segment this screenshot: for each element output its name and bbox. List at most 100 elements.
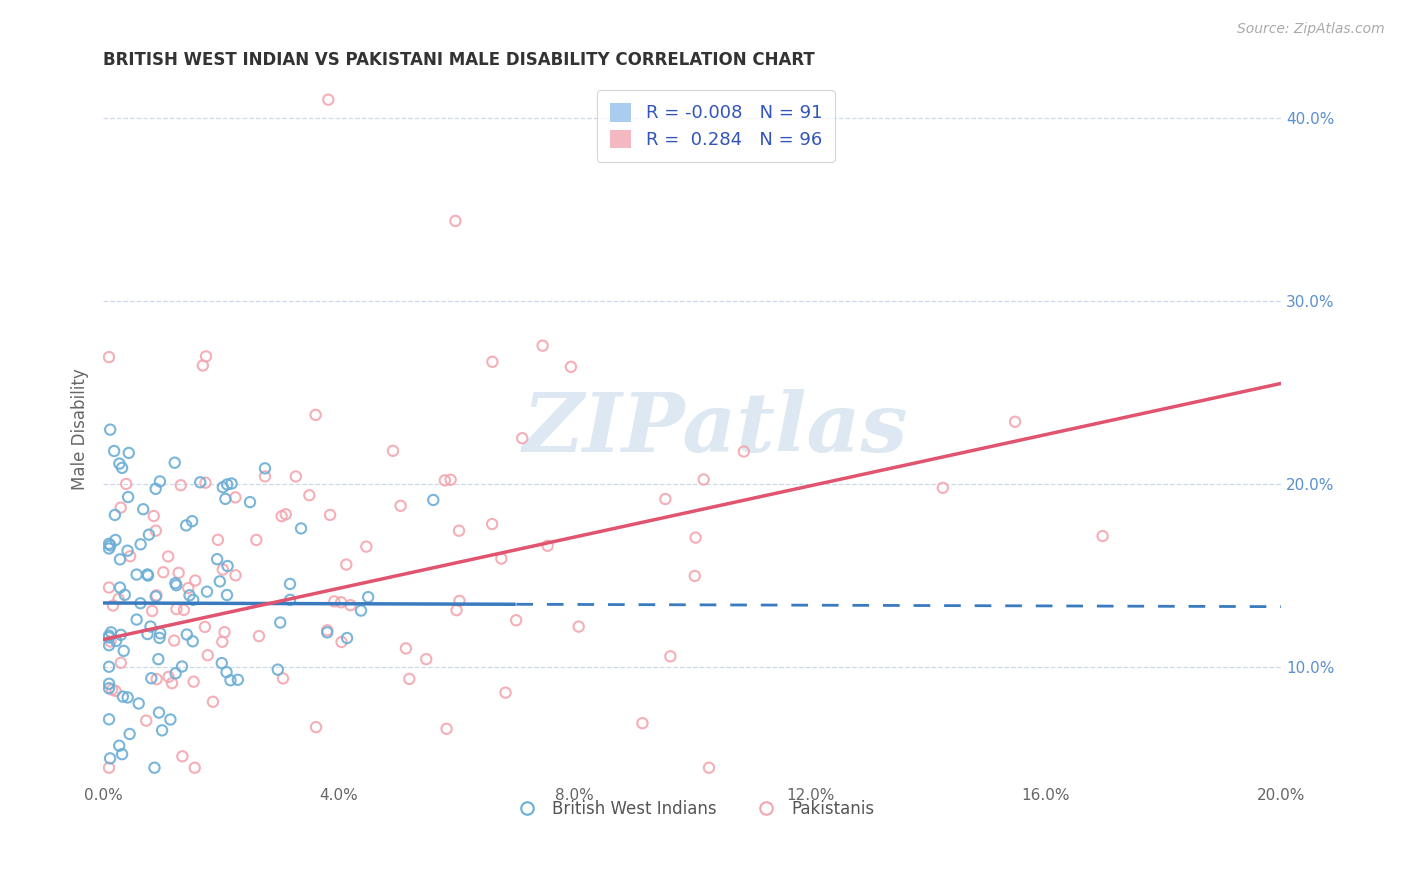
Point — [143, 761, 166, 775]
Point — [108, 457, 131, 471]
Point — [330, 635, 353, 649]
Point — [136, 567, 159, 582]
Text: BRITISH WEST INDIAN VS PAKISTANI MALE DISABILITY CORRELATION CHART: BRITISH WEST INDIAN VS PAKISTANI MALE DI… — [103, 51, 815, 69]
Point — [170, 659, 193, 673]
Point — [531, 339, 554, 353]
Point — [278, 577, 301, 591]
Point — [120, 549, 142, 564]
Point — [1004, 415, 1026, 429]
Legend: British West Indians, Pakistanis: British West Indians, Pakistanis — [503, 793, 882, 824]
Point — [692, 473, 714, 487]
Point — [181, 634, 204, 648]
Point — [316, 625, 339, 640]
Point — [104, 508, 127, 522]
Point — [224, 568, 246, 582]
Point — [132, 502, 155, 516]
Point — [138, 527, 160, 541]
Point — [101, 599, 124, 613]
Point — [100, 634, 122, 648]
Point — [165, 578, 187, 592]
Point — [195, 350, 218, 364]
Point — [145, 524, 167, 538]
Point — [224, 491, 246, 505]
Point — [139, 619, 162, 633]
Point — [205, 552, 228, 566]
Point — [336, 631, 359, 645]
Point — [415, 652, 437, 666]
Point — [239, 495, 262, 509]
Point — [136, 568, 159, 582]
Point — [212, 480, 235, 494]
Point — [267, 663, 290, 677]
Point — [214, 625, 236, 640]
Point — [111, 460, 134, 475]
Point — [436, 722, 458, 736]
Point — [128, 697, 150, 711]
Point — [163, 633, 186, 648]
Point — [446, 603, 468, 617]
Point — [215, 665, 238, 680]
Point — [270, 509, 292, 524]
Point — [316, 93, 339, 107]
Point — [305, 720, 328, 734]
Point — [172, 749, 194, 764]
Point — [117, 490, 139, 504]
Point — [141, 671, 163, 685]
Point — [537, 539, 560, 553]
Point — [215, 588, 238, 602]
Point — [319, 508, 342, 522]
Point — [440, 473, 463, 487]
Point — [510, 431, 533, 445]
Point — [184, 761, 207, 775]
Point — [108, 581, 131, 595]
Point — [422, 492, 444, 507]
Point — [179, 588, 201, 602]
Point — [98, 761, 121, 775]
Point — [165, 576, 187, 591]
Point — [184, 574, 207, 588]
Point — [194, 475, 217, 490]
Point — [447, 524, 470, 538]
Point — [395, 641, 418, 656]
Point — [107, 592, 129, 607]
Point — [382, 443, 405, 458]
Point — [110, 628, 132, 642]
Point — [284, 469, 307, 483]
Point — [659, 649, 682, 664]
Point — [145, 588, 167, 602]
Point — [108, 739, 131, 753]
Point — [219, 673, 242, 688]
Point — [98, 712, 121, 726]
Point — [176, 627, 198, 641]
Point — [191, 359, 214, 373]
Point — [129, 537, 152, 551]
Point — [568, 619, 591, 633]
Point — [104, 684, 127, 698]
Y-axis label: Male Disability: Male Disability — [72, 368, 89, 490]
Point — [211, 635, 233, 649]
Point — [160, 676, 183, 690]
Text: ZIPatlas: ZIPatlas — [523, 389, 908, 469]
Point — [98, 659, 121, 673]
Point — [148, 631, 170, 645]
Point — [253, 461, 276, 475]
Point — [245, 533, 267, 547]
Point — [136, 627, 159, 641]
Point — [152, 566, 174, 580]
Point — [697, 761, 720, 775]
Point — [98, 350, 121, 364]
Point — [125, 567, 148, 582]
Point — [654, 491, 676, 506]
Point — [117, 543, 139, 558]
Point — [932, 481, 955, 495]
Point — [98, 538, 121, 552]
Point — [208, 574, 231, 589]
Point — [481, 355, 503, 369]
Point — [335, 558, 357, 572]
Point — [733, 444, 755, 458]
Point — [339, 598, 361, 612]
Point — [188, 475, 211, 490]
Point — [217, 477, 239, 491]
Point — [683, 569, 706, 583]
Point — [444, 214, 467, 228]
